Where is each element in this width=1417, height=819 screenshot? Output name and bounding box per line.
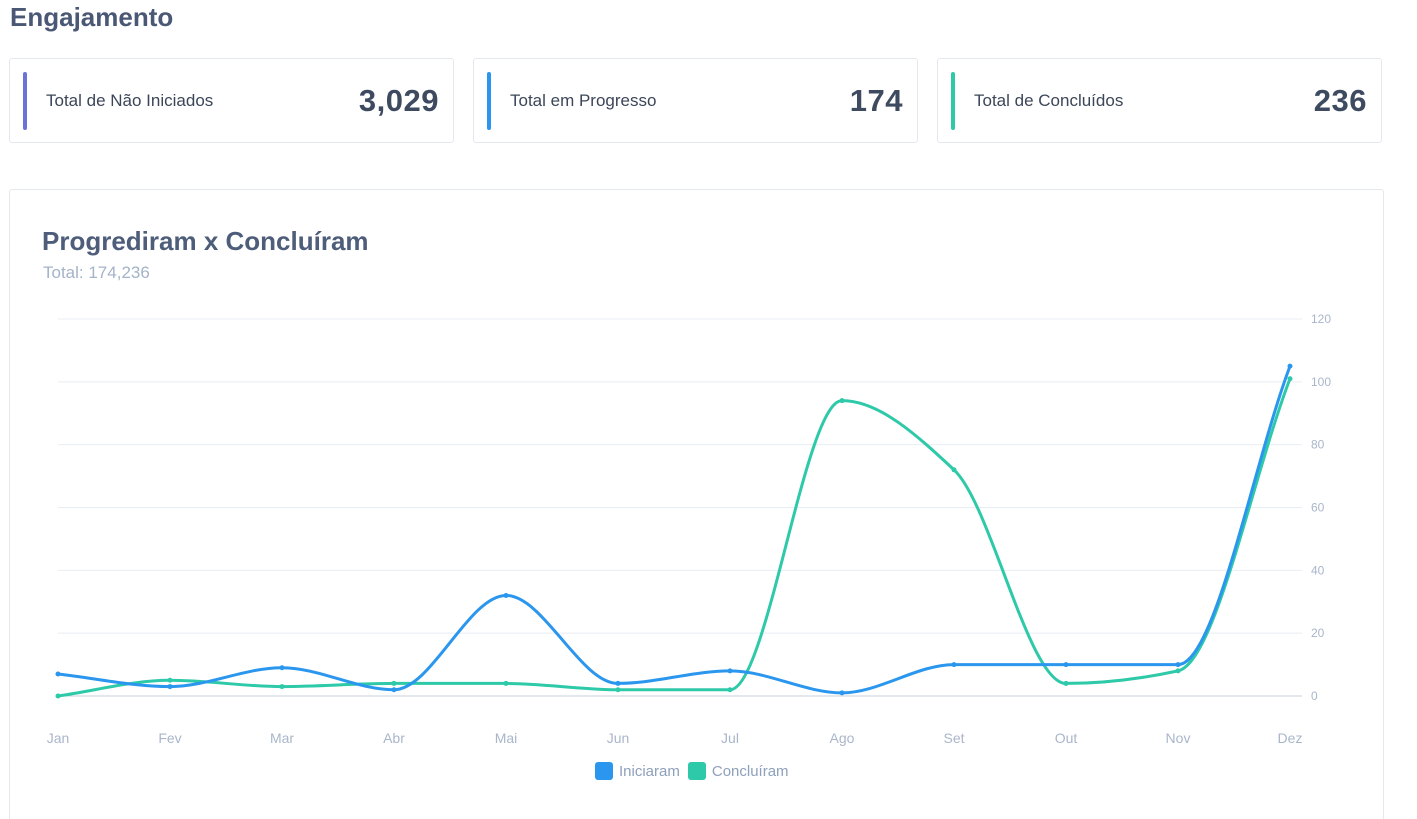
x-tick-label: Nov [1166,730,1191,746]
series-line-0[interactable] [57,365,1292,695]
grid [58,318,1302,697]
y-tick-label: 100 [1311,375,1331,389]
data-point[interactable] [727,668,733,674]
card-not-started: Total de Não Iniciados 3,029 [9,58,454,143]
x-tick-label: Jul [721,730,739,746]
chart-title: Progrediram x Concluíram [42,226,369,256]
legend-swatch [687,762,706,780]
series-line-1[interactable] [57,378,1292,698]
x-tick-label: Abr [383,730,405,746]
legend-label: Iniciaram [619,762,680,780]
card-accent [951,72,955,130]
data-point[interactable] [1063,680,1069,686]
data-point[interactable] [167,677,173,683]
data-point[interactable] [1175,662,1181,668]
data-point[interactable] [279,665,285,671]
chart-subtitle: Total: 174,236 [43,263,150,282]
x-tick-label: Ago [830,730,855,746]
y-tick-label: 60 [1311,501,1325,515]
data-point[interactable] [839,690,845,696]
line-chart[interactable]: 0 20 40 60 80 100 120 Jan Fev Mar Abr Mai Jun Jul Ago… [10,190,1383,819]
data-point[interactable] [951,662,957,668]
data-point[interactable] [727,687,733,693]
card-label: Total em Progresso [510,91,657,110]
x-tick-label: Mai [495,730,518,746]
data-point[interactable] [391,687,397,693]
card-label: Total de Concluídos [974,91,1124,110]
y-axis: 0 20 40 60 80 100 120 [1311,312,1331,703]
x-tick-label: Set [943,730,964,746]
x-tick-label: Fev [158,730,181,746]
x-tick-label: Jan [47,730,70,746]
data-point[interactable] [55,671,61,677]
data-point[interactable] [1063,662,1069,668]
card-accent [23,72,27,130]
y-tick-label: 20 [1311,626,1325,640]
y-tick-label: 0 [1311,689,1318,703]
legend-item-iniciaram[interactable]: Iniciaram [595,762,680,780]
section-title: Engajamento [10,2,174,32]
card-accent [487,72,491,130]
x-tick-label: Jun [607,730,630,746]
y-tick-label: 120 [1311,312,1331,326]
data-point[interactable] [55,693,61,699]
data-point[interactable] [1175,668,1181,674]
data-point[interactable] [1287,363,1293,369]
y-tick-label: 40 [1311,563,1325,577]
data-point[interactable] [615,687,621,693]
legend-label: Concluíram [711,762,789,780]
data-point[interactable] [279,684,285,690]
data-point[interactable] [167,684,173,690]
data-point[interactable] [503,592,509,598]
data-point[interactable] [503,680,509,686]
x-tick-label: Out [1055,730,1078,746]
chart-card: Progrediram x Concluíram Total: 174,236 … [9,189,1384,819]
card-completed: Total de Concluídos 236 [937,58,1382,143]
card-value: 236 [1313,83,1367,118]
series-layer [55,363,1293,699]
card-value: 3,029 [358,83,439,118]
data-point[interactable] [615,680,621,686]
y-tick-label: 80 [1311,438,1325,452]
data-point[interactable] [1287,376,1293,382]
data-point[interactable] [839,398,845,404]
x-tick-label: Mar [270,730,294,746]
chart-legend: Iniciaram Concluíram [595,762,797,780]
data-point[interactable] [391,680,397,686]
x-axis: Jan Fev Mar Abr Mai Jun Jul Ago Set Out Nov Dez [47,730,1303,746]
legend-swatch [595,762,613,780]
legend-item-concluiram[interactable]: Concluíram [687,762,789,780]
card-label: Total de Não Iniciados [46,91,214,110]
card-value: 174 [849,83,903,118]
data-point[interactable] [951,467,957,473]
x-tick-label: Dez [1278,730,1303,746]
card-in-progress: Total em Progresso 174 [473,58,918,143]
